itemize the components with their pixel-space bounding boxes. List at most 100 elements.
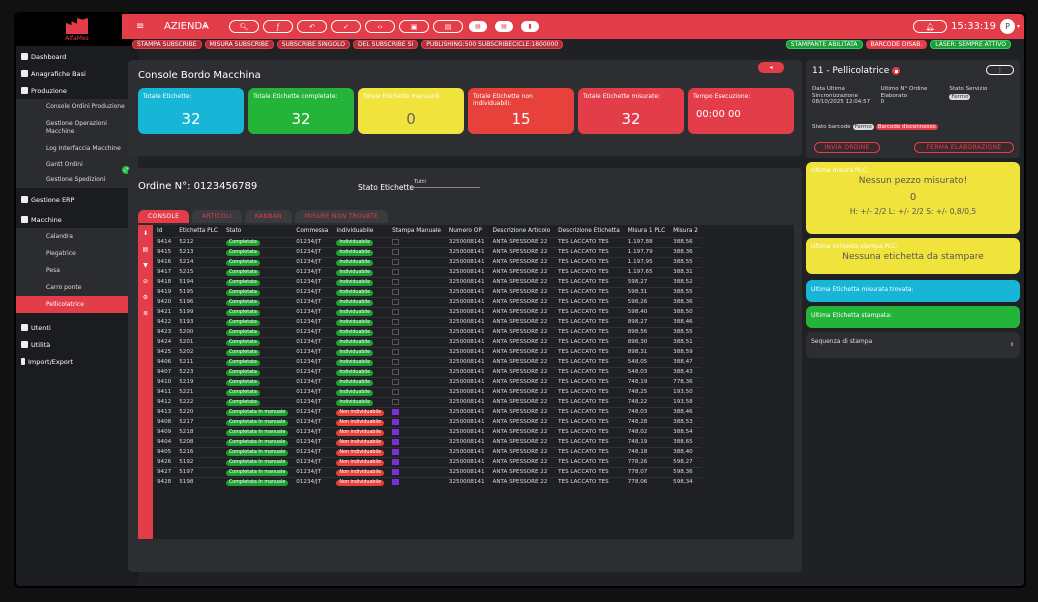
sidebar-item-import-export[interactable]: Import/Export ⌄ — [16, 353, 138, 370]
table-row[interactable]: 9415 5213 Completata 01234/JT Individuabile 3… — [153, 246, 702, 257]
chevron-down-icon[interactable]: ▾ — [1016, 23, 1020, 30]
status-publishing[interactable]: PUBLISHING:500 SUBSCRIBECICLE:1800000 — [421, 40, 564, 49]
sidebar-subitem-pesa[interactable]: Pesa — [46, 266, 60, 274]
filter-button[interactable]: ƒ — [263, 20, 294, 33]
table-row[interactable]: 9425 5202 Completata 01234/JT Individuabile 3… — [153, 346, 702, 357]
tab-articoli[interactable]: ARTICOLI — [192, 210, 242, 223]
column-header[interactable]: Stato — [225, 227, 242, 234]
columns-icon[interactable]: ≣ — [142, 309, 149, 317]
column-header[interactable]: Misura 2 — [673, 227, 698, 234]
clear-filter-icon[interactable]: ⊘ — [142, 277, 149, 285]
sidebar-item-dashboard[interactable]: Dashboard — [16, 48, 138, 65]
table-row[interactable]: 9404 5208 Completata In manuale 01234/JT Non… — [153, 436, 702, 447]
more-menu-button[interactable]: ⋮ — [986, 65, 1014, 75]
status-laser[interactable]: LASER: SEMPRE ATTIVO — [930, 40, 1011, 49]
sidebar-item-gestione-erp[interactable]: Gestione ERP ⌄ — [16, 191, 138, 208]
table-row[interactable]: 9407 5223 Completata 01234/JT Individuabile 3… — [153, 366, 702, 377]
table-row[interactable]: 9426 5192 Completata In manuale 01234/JT Non… — [153, 456, 702, 467]
undo-button[interactable]: ↶ — [297, 20, 328, 33]
manual-print-checkbox[interactable] — [392, 258, 400, 265]
table-row[interactable]: 9417 5215 Completata 01234/JT Individuabile 3… — [153, 266, 702, 277]
sidebar-subitem-log-interfaccia[interactable]: Log Interfaccia Macchine — [46, 145, 121, 152]
table-row[interactable]: 9419 5195 Completata 01234/JT Individuabile 3… — [153, 286, 702, 297]
camera-button[interactable]: ▣ — [399, 20, 430, 33]
manual-print-checkbox[interactable] — [392, 378, 400, 385]
column-header[interactable]: Id — [157, 227, 163, 234]
logo[interactable]: AlfaMes — [16, 14, 138, 46]
table-row[interactable]: 9410 5219 Completata 01234/JT Individuabile 3… — [153, 376, 702, 387]
tab-kanban[interactable]: KANBAN — [244, 210, 292, 223]
print-icon[interactable]: ▤ — [142, 245, 149, 253]
print-button[interactable]: ▤ — [433, 20, 464, 33]
table-row[interactable]: 9421 5199 Completata 01234/JT Individuabile 3… — [153, 306, 702, 317]
table-row[interactable]: 9411 5221 Completata 01234/JT Individuabile 3… — [153, 386, 702, 397]
table-row[interactable]: 9408 5217 Completata In manuale 01234/JT Non… — [153, 416, 702, 427]
manual-print-checkbox[interactable] — [392, 418, 400, 425]
column-header[interactable]: Commessa — [296, 227, 329, 234]
manual-print-checkbox[interactable] — [392, 238, 400, 245]
search-button[interactable]: 🔍︎ — [229, 20, 260, 33]
stop-processing-button[interactable]: FERMA ELABORAZIONE — [914, 142, 1014, 153]
table-row[interactable]: 9418 5194 Completata 01234/JT Individuabile 3… — [153, 276, 702, 287]
table-row[interactable]: 9413 5220 Completata In manuale 01234/JT Non… — [153, 406, 702, 417]
table-row[interactable]: 9409 5218 Completata In manuale 01234/JT Non… — [153, 426, 702, 437]
status-barcode[interactable]: BARCODE DISAB. — [865, 40, 928, 49]
manual-print-checkbox[interactable] — [392, 338, 400, 345]
stepper-icon[interactable]: ⇕ — [1009, 342, 1014, 348]
manual-print-checkbox[interactable] — [392, 428, 400, 435]
table-row[interactable]: 9416 5214 Completata 01234/JT Individuabile 3… — [153, 256, 702, 267]
column-header[interactable]: Descrizione Articolo — [492, 227, 551, 234]
avatar[interactable]: P — [999, 19, 1015, 34]
company-selector[interactable]: AZIENDA — [164, 21, 209, 32]
hamburger-menu-icon[interactable]: ≡ — [136, 21, 145, 32]
chevron-down-icon[interactable]: ▾ — [204, 23, 208, 30]
manual-print-checkbox[interactable] — [392, 348, 400, 355]
expand-icon[interactable]: ⤢ — [122, 166, 130, 174]
table-row[interactable]: 9412 5222 Completata 01234/JT Individuabile 3… — [153, 396, 702, 407]
table-row[interactable]: 9414 5212 Completata 01234/JT Individuabile 3… — [153, 236, 702, 247]
status-subscribe-singolo[interactable]: SUBSCRIBE SINGOLO — [276, 40, 350, 49]
table-row[interactable]: 9406 5211 Completata 01234/JT Individuabile 3… — [153, 356, 702, 367]
manual-print-checkbox[interactable] — [392, 368, 400, 375]
table-row[interactable]: 9424 5201 Completata 01234/JT Individuabile 3… — [153, 336, 702, 347]
stato-etichette-select[interactable]: Tutti — [414, 179, 480, 188]
sidebar-item-anagrafiche[interactable]: Anagrafiche Basi ⌄ — [16, 65, 138, 82]
column-header[interactable]: Misura 1 PLC — [627, 227, 666, 234]
table-row[interactable]: 9428 5198 Completata In manuale 01234/JT Non… — [153, 476, 702, 487]
table-row[interactable]: 9427 5197 Completata In manuale 01234/JT Non… — [153, 466, 702, 477]
notifications-button[interactable]: 🔔︎ — [913, 20, 948, 33]
sidebar-item-utenti[interactable]: Utenti ⌄ — [16, 319, 138, 336]
print-sequence-card[interactable]: Sequenza di stampa ⇕ — [806, 332, 1020, 358]
column-header[interactable]: Stampa Manuale — [392, 227, 441, 234]
manual-print-checkbox[interactable] — [392, 278, 400, 285]
manual-print-checkbox[interactable] — [392, 308, 400, 315]
manual-print-checkbox[interactable] — [392, 438, 400, 445]
tab-console[interactable]: CONSOLE — [138, 210, 190, 223]
manual-print-checkbox[interactable] — [392, 468, 400, 475]
table-row[interactable]: 9423 5200 Completata 01234/JT Individuabile 3… — [153, 326, 702, 337]
column-header[interactable]: Etichetta PLC — [179, 227, 218, 234]
code-button[interactable]: ‹› — [365, 20, 396, 33]
sidebar-subitem-carro-ponte[interactable]: Carro ponte — [46, 283, 82, 291]
manual-print-checkbox[interactable] — [392, 298, 400, 305]
sidebar-item-macchine[interactable]: Macchine ⌃ — [16, 211, 138, 228]
sidebar-subitem-gantt[interactable]: Gantt Ordini — [46, 160, 83, 168]
download-icon[interactable]: ⬇ — [142, 229, 149, 237]
manual-print-checkbox[interactable] — [392, 328, 400, 335]
sidebar-subitem-piegatrice[interactable]: Piegatrice — [46, 249, 76, 257]
sidebar-item-produzione[interactable]: Produzione ⌃ — [16, 82, 138, 99]
table-row[interactable]: 9405 5216 Completata In manuale 01234/JT Non… — [153, 446, 702, 457]
manual-print-checkbox[interactable] — [392, 479, 400, 485]
manual-print-checkbox[interactable] — [392, 358, 400, 365]
table-row[interactable]: 9420 5196 Completata 01234/JT Individuabile 3… — [153, 296, 702, 307]
sidebar-subitem-spedizioni[interactable]: Gestione Spedizioni — [46, 176, 106, 183]
sidebar-subitem-console-ordini[interactable]: Console Ordini Produzione — [46, 103, 125, 110]
sidebar-item-utilita[interactable]: Utilità ⌄ — [16, 336, 138, 353]
print-label-button[interactable]: ▤ — [493, 20, 515, 33]
column-header[interactable]: Individuabile — [336, 227, 374, 234]
manual-print-checkbox[interactable] — [392, 248, 400, 255]
manual-print-checkbox[interactable] — [392, 318, 400, 325]
gear-icon[interactable]: ⚙ — [142, 293, 149, 301]
tab-misure-non-trovate[interactable]: MISURE NON TROVATE — [294, 210, 389, 223]
sidebar-subitem-calandra[interactable]: Calandra — [46, 232, 73, 240]
